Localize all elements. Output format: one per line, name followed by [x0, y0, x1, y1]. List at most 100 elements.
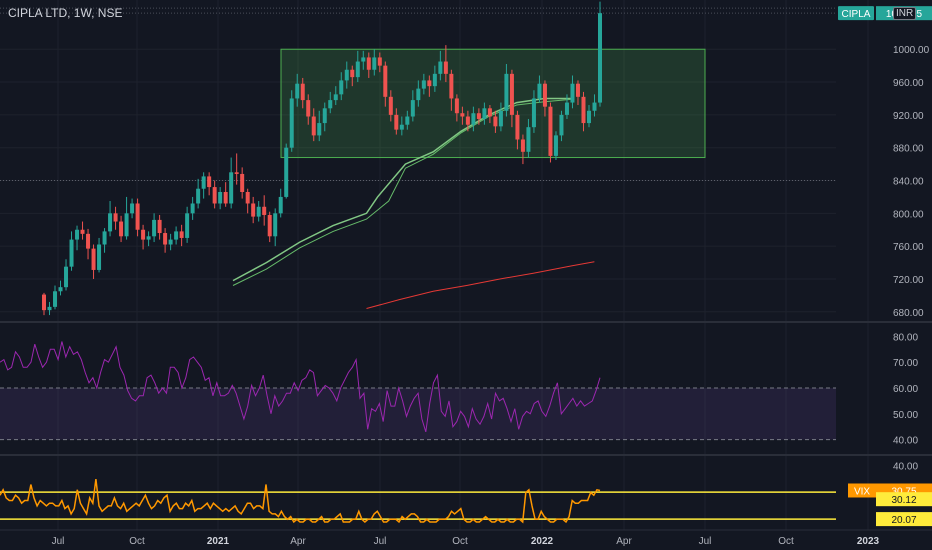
- candle-body: [476, 113, 481, 119]
- candle-body: [372, 57, 377, 70]
- candle-body: [64, 266, 69, 288]
- price-tick-label: 920.00: [893, 111, 924, 122]
- candle-body: [135, 203, 140, 230]
- time-tick-label: Oct: [129, 536, 145, 547]
- candle-body: [377, 57, 382, 66]
- candle-body: [350, 69, 355, 78]
- candle-body: [163, 233, 168, 245]
- candle-body: [531, 98, 536, 128]
- candle-body: [234, 172, 239, 174]
- candle-body: [581, 96, 586, 124]
- candle-body: [564, 102, 569, 115]
- candle-body: [251, 203, 256, 217]
- moving-average-long: [366, 261, 595, 309]
- candle-body: [185, 213, 190, 238]
- rsi-line: [0, 341, 601, 433]
- candle-body: [190, 203, 195, 214]
- candle-body: [427, 80, 432, 87]
- price-tick-label: 840.00: [893, 177, 924, 188]
- candle-body: [465, 116, 470, 125]
- candle-body: [58, 287, 63, 292]
- symbol-title[interactable]: CIPLA LTD, 1W, NSE: [8, 6, 123, 20]
- currency-badge[interactable]: INR: [893, 7, 917, 20]
- candle-body: [537, 83, 542, 99]
- candle-body: [504, 73, 509, 111]
- rsi-tick-label: 50.00: [893, 410, 918, 421]
- candle-body: [443, 61, 448, 74]
- vix-name-label: VIX: [854, 486, 870, 497]
- candle-body: [124, 213, 129, 237]
- candle-body: [328, 100, 333, 109]
- candle-body: [201, 176, 206, 189]
- candle-body: [317, 123, 322, 136]
- candle-body: [548, 106, 553, 156]
- candle-body: [344, 69, 349, 81]
- time-tick-label: Oct: [452, 536, 468, 547]
- time-tick-label: Apr: [616, 536, 632, 547]
- candle-body: [515, 114, 520, 140]
- candle-body: [509, 73, 514, 115]
- candle-body: [570, 83, 575, 103]
- candle-body: [575, 83, 580, 97]
- candle-body: [322, 108, 327, 124]
- candle-body: [86, 233, 91, 249]
- range-rectangle: [280, 48, 706, 159]
- candle-body: [229, 172, 234, 204]
- candle-body: [498, 110, 503, 127]
- chart-title: CIPLA LTD, 1W, NSE: [8, 6, 122, 20]
- candle-body: [223, 192, 228, 204]
- vix-level-badge: [876, 512, 932, 527]
- candle-body: [179, 231, 184, 238]
- symbol-badge-label: CIPLA: [842, 9, 871, 20]
- candle-body: [284, 147, 289, 197]
- time-tick-label: 2021: [207, 536, 230, 547]
- candle-body: [212, 187, 217, 204]
- candle-body: [339, 80, 344, 95]
- candle-body: [295, 83, 300, 99]
- price-tick-label: 880.00: [893, 144, 924, 155]
- price-tick-label: 1000.00: [893, 45, 930, 56]
- price-tick-label: 800.00: [893, 209, 924, 220]
- candle-body: [311, 116, 316, 136]
- candle-body: [97, 244, 102, 270]
- candle-body: [542, 83, 547, 107]
- candle-body: [421, 80, 426, 89]
- candle-body: [526, 127, 531, 152]
- candle-body: [460, 113, 465, 117]
- candle-body: [410, 100, 415, 117]
- candle-body: [267, 214, 272, 237]
- symbol-badge: [838, 6, 874, 21]
- candle-body: [300, 83, 305, 101]
- candle-body: [240, 173, 245, 192]
- candle-body: [449, 73, 454, 99]
- candle-body: [256, 206, 261, 217]
- candle-body: [471, 113, 476, 125]
- candle-body: [592, 102, 597, 111]
- time-tick-label: Jul: [52, 536, 65, 547]
- moving-average-short: [232, 97, 573, 282]
- candle-body: [289, 98, 294, 148]
- candle-body: [405, 116, 410, 125]
- candle-body: [113, 213, 118, 222]
- candle-body: [553, 135, 558, 156]
- time-tick-label: Oct: [778, 536, 794, 547]
- vix-tick-label: 40.00: [893, 462, 918, 473]
- candle-body: [454, 98, 459, 114]
- candle-body: [108, 213, 113, 232]
- candle-body: [218, 192, 223, 204]
- candle-body: [53, 291, 58, 307]
- candle-body: [559, 114, 564, 136]
- candle-body: [520, 139, 525, 152]
- moving-average-short-2: [232, 98, 573, 286]
- candle-body: [388, 96, 393, 115]
- candle-body: [75, 229, 80, 240]
- candle-body: [141, 229, 146, 240]
- vix-level-label: 20.07: [891, 515, 916, 526]
- candle-body: [366, 57, 371, 70]
- candle-body: [383, 65, 388, 97]
- candle-body: [278, 196, 283, 214]
- candle-body: [91, 248, 96, 270]
- candle-body: [306, 100, 311, 117]
- candle-body: [146, 236, 151, 240]
- time-tick-label: 2022: [531, 536, 554, 547]
